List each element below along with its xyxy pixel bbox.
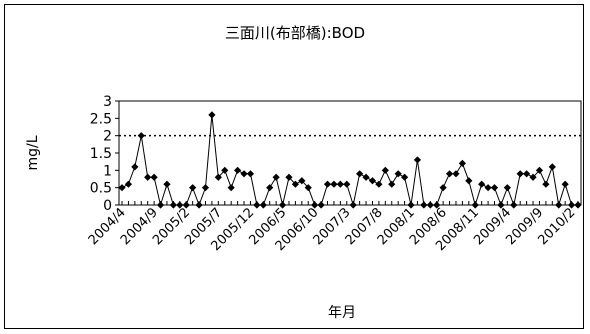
data-point [330,180,338,188]
data-point [343,180,351,188]
x-axis-label: 年月 [328,305,356,321]
data-point [548,163,556,171]
chart-frame: 三面川(布部橋):BOD mg/L 年月 0 0.5 1 1.5 2 2.5 3 2004/4… [4,4,584,329]
data-point [336,180,344,188]
data-point [304,184,312,192]
data-point [278,201,287,209]
data-point [323,180,332,188]
data-point [285,173,293,181]
data-point [156,201,165,209]
data-point [368,177,377,185]
data-point [195,201,203,209]
data-point [201,184,210,192]
data-point [490,184,499,192]
data-point [535,166,544,174]
data-point [169,201,177,209]
data-point [484,184,492,192]
data-point [349,201,357,209]
data-point [523,170,531,178]
plot-area: 00.511.522.532004/42004/92005/22005/7200… [86,94,582,254]
data-point [452,170,460,178]
data-point [516,170,524,178]
data-point [445,170,454,178]
data-point [478,180,486,188]
y-axis-label: mg/L [25,135,41,170]
data-point [561,180,569,188]
data-point [362,173,370,181]
data-point [118,184,126,192]
data-point [529,173,537,181]
data-point [240,170,248,178]
y-tick-label: 2 [103,129,112,145]
data-point [542,180,550,188]
data-point [266,184,274,192]
data-point [176,201,184,209]
data-point [503,184,511,192]
data-point [137,132,145,140]
data-point [458,159,466,167]
data-point [317,201,325,209]
data-point [465,177,473,185]
data-point [189,184,197,192]
y-tick-label: 1 [103,163,112,179]
data-point [291,180,300,188]
data-point [144,173,152,181]
data-point [413,156,422,164]
data-point [214,173,222,181]
data-point [246,170,255,178]
data-point [234,166,242,174]
data-point [163,180,171,188]
data-point [375,180,383,188]
data-point [426,201,434,209]
data-point [510,201,518,209]
data-point [574,201,582,209]
data-point [150,173,158,181]
data-point [381,166,389,174]
bod-line-chart: 三面川(布部橋):BOD mg/L 年月 00.511.522.532004/4… [25,24,582,321]
data-point [407,201,415,209]
data-point [227,184,235,192]
data-point [131,163,139,171]
data-point [221,166,229,174]
data-point [567,201,576,209]
data-point [124,180,133,188]
data-point [182,201,190,209]
data-point [253,201,261,209]
y-tick-label: 0.5 [90,181,112,197]
data-point [388,180,396,188]
data-point [420,201,428,209]
series-line [121,114,578,207]
data-point [298,177,306,185]
data-point [259,201,267,209]
data-point [439,184,447,192]
data-point [555,201,563,209]
data-point [356,170,364,178]
data-point [471,201,479,209]
data-point [394,170,402,178]
plot-border [118,100,582,206]
data-point [497,201,505,209]
y-tick-label: 3 [103,94,112,110]
y-tick-label: 2.5 [90,111,112,127]
data-point [400,173,409,181]
data-point [311,201,319,209]
y-tick-label: 0 [103,198,112,214]
data-point [272,173,280,181]
y-tick-label: 1.5 [90,146,112,162]
chart-title: 三面川(布部橋):BOD [225,24,365,42]
data-point [433,201,441,209]
data-point [208,111,216,119]
